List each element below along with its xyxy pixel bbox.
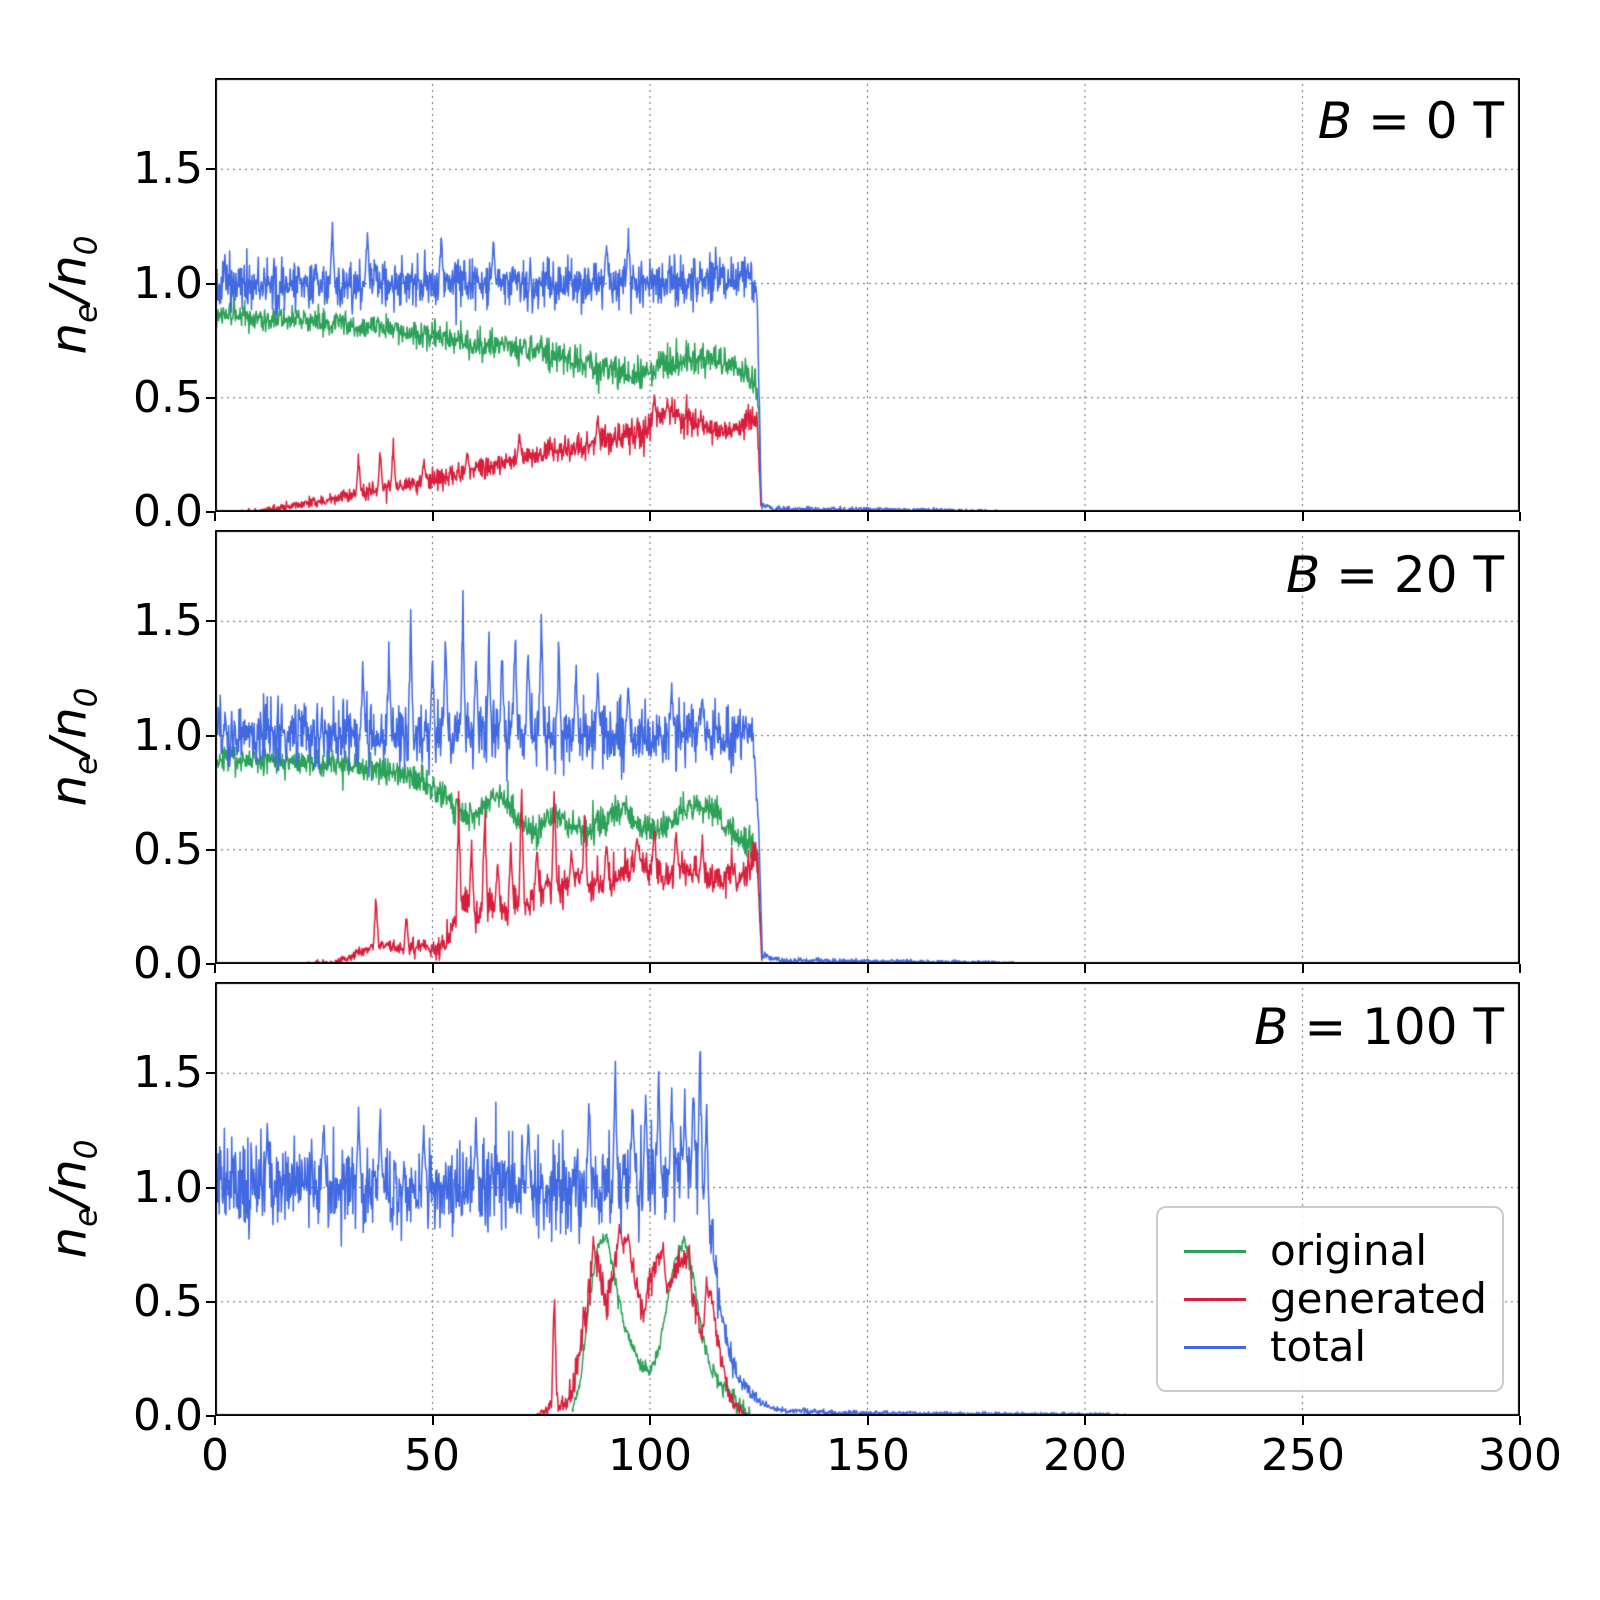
y-tick-mark <box>206 1186 215 1189</box>
y-tick-label: 1.0 <box>133 710 203 761</box>
x-tick-mark <box>1084 964 1086 973</box>
y-tick-mark <box>206 1072 215 1075</box>
legend-label: original <box>1270 1226 1427 1275</box>
x-tick-mark <box>1301 512 1304 521</box>
x-tick-label: 50 <box>404 1430 460 1481</box>
y-tick-mark <box>206 511 215 513</box>
x-tick-mark <box>649 1416 651 1425</box>
panel-3-annotation: B = 100 T <box>1254 998 1504 1056</box>
x-tick-mark <box>1301 1416 1304 1425</box>
y-tick-mark <box>206 396 215 399</box>
x-tick-mark <box>1519 964 1521 973</box>
y-tick-label: 0.0 <box>133 1390 203 1441</box>
x-tick-label: 250 <box>1261 1430 1345 1481</box>
legend-item-original: original <box>1184 1228 1476 1274</box>
legend-label: total <box>1270 1322 1367 1371</box>
x-tick-mark <box>1084 1416 1086 1425</box>
x-tick-mark <box>649 512 651 521</box>
x-tick-mark <box>1519 512 1521 521</box>
x-tick-mark <box>1084 512 1086 521</box>
panel-2-plot <box>215 530 1520 964</box>
legend-swatch-generated <box>1184 1297 1246 1301</box>
x-tick-mark <box>866 964 869 973</box>
y-tick-label: 1.5 <box>133 1047 203 1098</box>
y-tick-mark <box>206 1300 215 1303</box>
x-tick-label: 200 <box>1043 1430 1127 1481</box>
y-axis-label: ne/n0 <box>39 235 105 355</box>
legend-item-total: total <box>1184 1324 1476 1370</box>
y-tick-mark <box>206 620 215 623</box>
panel-1-annotation: B = 0 T <box>1317 92 1504 150</box>
y-tick-label: 1.5 <box>133 595 203 646</box>
x-tick-mark <box>214 512 216 521</box>
y-tick-mark <box>206 848 215 851</box>
legend-swatch-total <box>1184 1345 1246 1349</box>
legend-swatch-original <box>1184 1249 1246 1253</box>
y-tick-label: 1.0 <box>133 258 203 309</box>
y-tick-mark <box>206 963 215 965</box>
x-tick-mark <box>431 1416 434 1425</box>
y-axis-label: ne/n0 <box>39 687 105 807</box>
y-tick-mark <box>206 734 215 737</box>
y-tick-label: 0.5 <box>133 824 203 875</box>
x-tick-mark <box>1301 964 1304 973</box>
y-tick-label: 1.0 <box>133 1162 203 1213</box>
legend-label: generated <box>1270 1274 1487 1323</box>
y-tick-label: 0.0 <box>133 938 203 989</box>
panel-1-plot <box>215 78 1520 512</box>
x-tick-mark <box>649 964 651 973</box>
y-tick-label: 1.5 <box>133 143 203 194</box>
x-tick-mark <box>431 512 434 521</box>
y-tick-mark <box>206 1415 215 1417</box>
legend-item-generated: generated <box>1184 1276 1487 1322</box>
x-tick-mark <box>431 964 434 973</box>
y-tick-label: 0.0 <box>133 486 203 537</box>
x-tick-mark <box>214 1416 216 1425</box>
y-tick-mark <box>206 168 215 171</box>
x-tick-label: 150 <box>826 1430 910 1481</box>
panel-2-annotation: B = 20 T <box>1285 546 1504 604</box>
x-tick-mark <box>214 964 216 973</box>
x-tick-mark <box>866 1416 869 1425</box>
x-tick-mark <box>1519 1416 1521 1425</box>
legend: original generated total <box>1156 1206 1504 1392</box>
y-tick-label: 0.5 <box>133 372 203 423</box>
x-tick-label: 300 <box>1478 1430 1562 1481</box>
y-tick-mark <box>206 282 215 285</box>
y-axis-label: ne/n0 <box>39 1139 105 1259</box>
y-tick-label: 0.5 <box>133 1276 203 1327</box>
x-tick-label: 100 <box>608 1430 692 1481</box>
x-tick-label: 0 <box>201 1430 229 1481</box>
x-tick-mark <box>866 512 869 521</box>
